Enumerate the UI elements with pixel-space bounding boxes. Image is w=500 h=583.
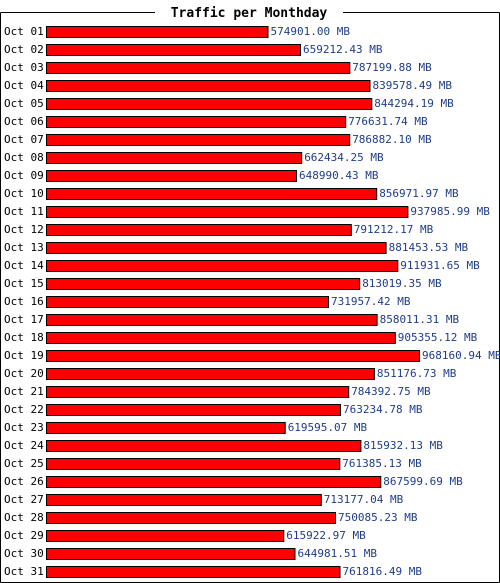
value-label: 648990.43 MB	[299, 169, 379, 182]
category-label: Oct 01	[4, 25, 44, 38]
value-label: 761385.13 MB	[342, 457, 422, 470]
bar	[46, 44, 301, 56]
category-label: Oct 30	[4, 547, 44, 560]
bar	[46, 422, 286, 434]
value-label: 619595.07 MB	[288, 421, 368, 434]
category-label: Oct 22	[4, 403, 44, 416]
value-label: 905355.12 MB	[398, 331, 478, 344]
bar	[46, 494, 322, 506]
bar	[46, 512, 336, 524]
value-label: 851176.73 MB	[377, 367, 457, 380]
value-label: 763234.78 MB	[343, 403, 423, 416]
category-label: Oct 10	[4, 187, 44, 200]
category-label: Oct 09	[4, 169, 44, 182]
bar	[46, 440, 362, 452]
bar	[46, 476, 382, 488]
bar	[46, 80, 371, 92]
value-label: 786882.10 MB	[352, 133, 432, 146]
bar	[46, 224, 352, 236]
bar	[46, 296, 329, 308]
bar	[46, 530, 285, 542]
bar	[46, 404, 341, 416]
value-label: 713177.04 MB	[324, 493, 404, 506]
category-label: Oct 05	[4, 97, 44, 110]
bar	[46, 260, 399, 272]
category-label: Oct 16	[4, 295, 44, 308]
value-label: 815932.13 MB	[363, 439, 443, 452]
bar	[46, 566, 341, 578]
category-label: Oct 04	[4, 79, 44, 92]
category-label: Oct 21	[4, 385, 44, 398]
bar	[46, 458, 341, 470]
value-label: 776631.74 MB	[348, 115, 428, 128]
category-label: Oct 20	[4, 367, 44, 380]
category-label: Oct 23	[4, 421, 44, 434]
bar	[46, 314, 378, 326]
value-label: 881453.53 MB	[389, 241, 469, 254]
category-label: Oct 11	[4, 205, 44, 218]
bar	[46, 98, 373, 110]
bar	[46, 152, 303, 164]
category-label: Oct 13	[4, 241, 44, 254]
category-label: Oct 31	[4, 565, 44, 578]
bar	[46, 332, 396, 344]
value-label: 659212.43 MB	[303, 43, 383, 56]
bar	[46, 278, 361, 290]
value-label: 911931.65 MB	[400, 259, 480, 272]
value-label: 787199.88 MB	[352, 61, 432, 74]
bar	[46, 368, 375, 380]
category-label: Oct 25	[4, 457, 44, 470]
bar	[46, 350, 420, 362]
value-label: 731957.42 MB	[331, 295, 411, 308]
category-label: Oct 29	[4, 529, 44, 542]
bar	[46, 188, 378, 200]
bar	[46, 134, 351, 146]
value-label: 839578.49 MB	[373, 79, 453, 92]
category-label: Oct 02	[4, 43, 44, 56]
bar	[46, 548, 296, 560]
category-label: Oct 27	[4, 493, 44, 506]
category-label: Oct 12	[4, 223, 44, 236]
chart-bars: Oct 01 574901.00 MB Oct 02 659212.43 MB Oct …	[4, 25, 500, 578]
bar	[46, 242, 387, 254]
value-label: 856971.97 MB	[379, 187, 459, 200]
bar	[46, 170, 297, 182]
bar	[46, 386, 350, 398]
category-label: Oct 15	[4, 277, 44, 290]
value-label: 615922.97 MB	[286, 529, 366, 542]
category-label: Oct 14	[4, 259, 44, 272]
value-label: 813019.35 MB	[362, 277, 442, 290]
category-label: Oct 19	[4, 349, 44, 362]
value-label: 791212.17 MB	[354, 223, 434, 236]
bar	[46, 62, 351, 74]
value-label: 750085.23 MB	[338, 511, 418, 524]
bar	[46, 206, 409, 218]
category-label: Oct 17	[4, 313, 44, 326]
value-label: 844294.19 MB	[374, 97, 454, 110]
bar	[46, 116, 347, 128]
value-label: 644981.51 MB	[298, 547, 378, 560]
value-label: 968160.94 MB	[422, 349, 500, 362]
value-label: 937985.99 MB	[410, 205, 490, 218]
category-label: Oct 03	[4, 61, 44, 74]
category-label: Oct 08	[4, 151, 44, 164]
chart-title: Traffic per Monthday	[171, 6, 328, 21]
value-label: 761816.49 MB	[343, 565, 423, 578]
category-label: Oct 24	[4, 439, 44, 452]
category-label: Oct 06	[4, 115, 44, 128]
value-label: 784392.75 MB	[351, 385, 431, 398]
category-label: Oct 26	[4, 475, 44, 488]
category-label: Oct 07	[4, 133, 44, 146]
value-label: 858011.31 MB	[380, 313, 460, 326]
category-label: Oct 28	[4, 511, 44, 524]
value-label: 867599.69 MB	[383, 475, 463, 488]
category-label: Oct 18	[4, 331, 44, 344]
value-label: 574901.00 MB	[271, 25, 351, 38]
value-label: 662434.25 MB	[304, 151, 384, 164]
bar	[46, 26, 269, 38]
